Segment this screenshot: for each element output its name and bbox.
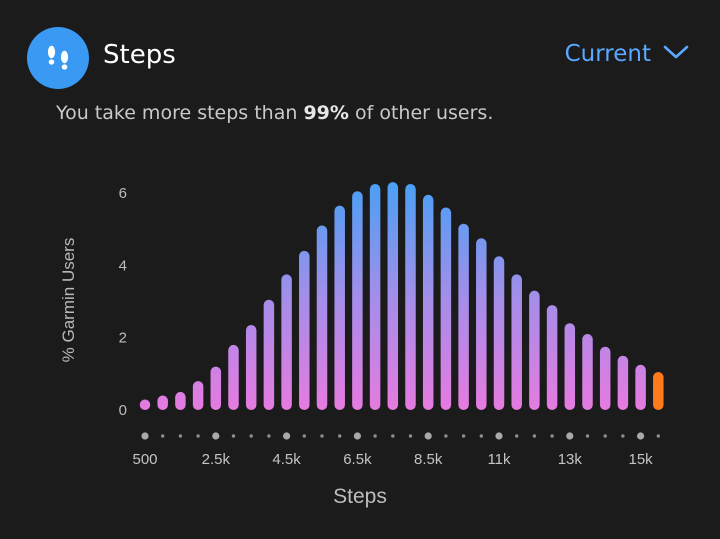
summary-prefix: You take more steps than [56, 102, 304, 124]
chart-bar [546, 305, 558, 410]
chart-bar [493, 256, 505, 410]
chart-bar [440, 207, 452, 410]
x-major-tick-dot [283, 432, 291, 440]
x-tick-label: 6.5k [343, 451, 372, 468]
chevron-down-icon [663, 44, 689, 64]
chart-bar [369, 183, 381, 410]
x-tick-label: 2.5k [202, 451, 231, 468]
x-minor-tick-dot [231, 434, 236, 438]
chart-bar [511, 274, 522, 410]
x-tick-label: 15k [629, 451, 654, 468]
chart-bar [529, 290, 540, 410]
x-minor-tick-dot [320, 434, 324, 438]
x-axis-label: Steps [333, 485, 387, 508]
chart-bar [281, 274, 292, 410]
y-tick-label: 6 [119, 185, 127, 202]
chart-bar [582, 334, 593, 410]
x-major-tick-dot [637, 432, 645, 440]
summary-percent: 99% [303, 102, 349, 124]
x-major-tick-dot [566, 432, 574, 440]
percentile-summary: You take more steps than 99% of other us… [56, 102, 493, 124]
chart-bar [245, 325, 257, 410]
chart-bar [316, 225, 328, 410]
y-axis-label: % Garmin Users [59, 238, 78, 363]
x-minor-tick-dot [267, 434, 271, 438]
chart-bar [157, 395, 168, 410]
chart-bar [175, 391, 186, 410]
x-minor-tick-dot [550, 434, 554, 438]
summary-suffix: of other users. [348, 102, 494, 124]
page-title: Steps [103, 40, 176, 70]
period-selector[interactable]: Current [565, 41, 689, 67]
x-minor-tick-dot [461, 434, 466, 438]
chart-bar [405, 183, 416, 410]
chart-bar [192, 381, 204, 410]
x-minor-tick-dot [302, 434, 306, 438]
chart-bar [476, 238, 487, 410]
x-minor-tick-dot [444, 434, 448, 438]
chart-bar [387, 182, 399, 410]
chart-bar [228, 344, 239, 410]
x-minor-tick-dot [249, 434, 253, 438]
x-minor-tick-dot [603, 434, 607, 438]
y-tick-label: 4 [119, 257, 127, 274]
y-tick-label: 0 [119, 402, 127, 419]
chart-bar [635, 364, 646, 410]
x-minor-tick-dot [161, 434, 165, 438]
x-major-tick-dot [212, 432, 220, 440]
chart-bar [139, 399, 151, 410]
x-minor-tick-dot [585, 434, 590, 438]
chart-bar [210, 366, 222, 410]
footprints-icon [27, 27, 89, 89]
x-minor-tick-dot [656, 434, 660, 438]
x-tick-label: 500 [132, 451, 157, 468]
x-minor-tick-dot [196, 434, 200, 438]
y-tick-label: 2 [119, 330, 127, 347]
chart-bar [299, 250, 310, 410]
chart-bar [352, 191, 363, 410]
x-major-tick-dot [424, 432, 432, 440]
x-minor-tick-dot [178, 434, 183, 438]
x-minor-tick-dot [373, 434, 377, 438]
x-tick-label: 8.5k [414, 451, 443, 468]
chart-bar-current-user [653, 372, 664, 410]
x-minor-tick-dot [391, 434, 395, 438]
x-minor-tick-dot [408, 434, 413, 438]
x-tick-label: 11k [487, 451, 511, 468]
chart-bar [458, 223, 469, 410]
x-major-tick-dot [495, 432, 503, 440]
period-selector-label: Current [564, 41, 651, 67]
x-minor-tick-dot [338, 434, 342, 438]
chart-bar [617, 355, 629, 410]
chart-bar [422, 194, 434, 410]
chart-bar [599, 346, 611, 410]
x-minor-tick-dot [479, 434, 483, 438]
x-major-tick-dot [141, 432, 149, 440]
x-minor-tick-dot [532, 434, 537, 438]
x-major-tick-dot [353, 432, 361, 440]
chart-bar [334, 205, 345, 410]
x-tick-label: 13k [558, 451, 583, 468]
chart-bar [564, 323, 576, 410]
chart-bar [263, 299, 275, 410]
x-minor-tick-dot [515, 434, 519, 438]
x-minor-tick-dot [621, 434, 625, 438]
x-tick-label: 4.5k [272, 451, 301, 468]
